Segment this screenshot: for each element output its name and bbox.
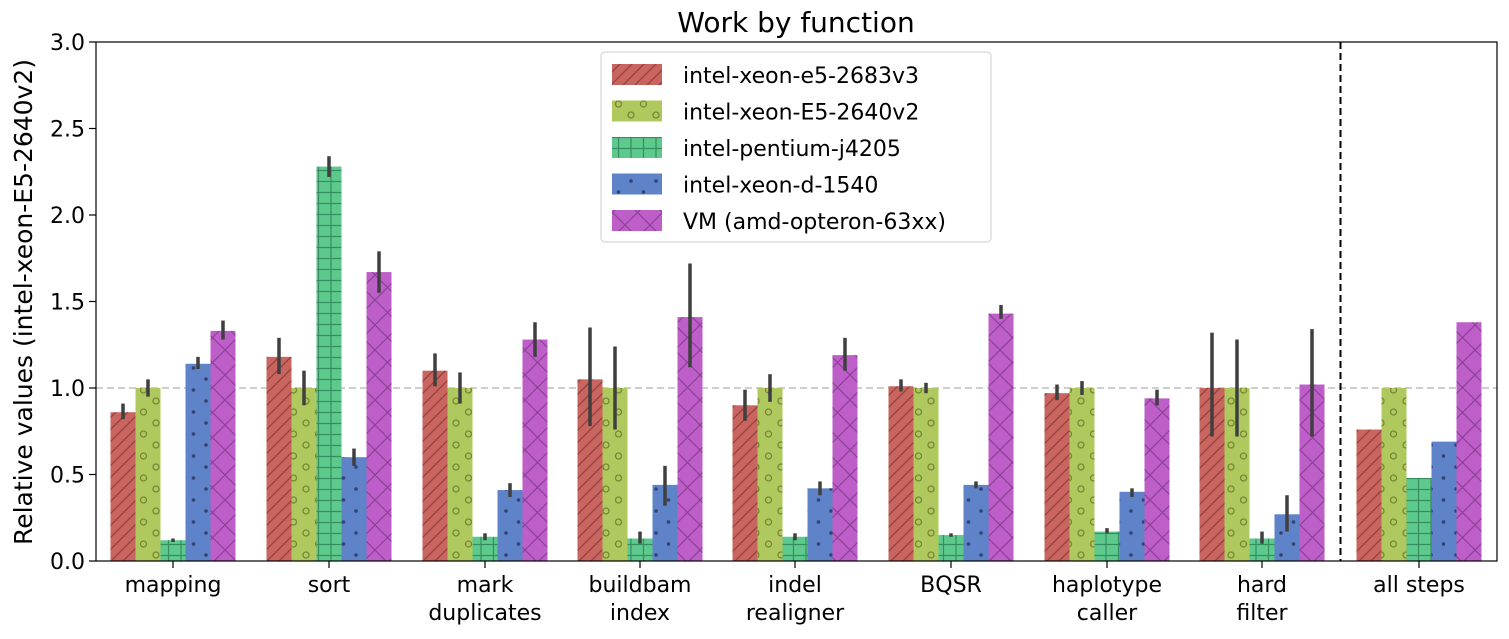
bar-hatch — [757, 388, 783, 561]
legend-swatch-hatch — [612, 210, 662, 231]
bar-hatch — [522, 339, 548, 561]
legend-swatch-hatch — [612, 173, 662, 195]
x-tick-label: BQSR — [920, 573, 982, 598]
legend-label: VM (amd-opteron-63xx) — [683, 210, 946, 235]
bar-hatch — [1069, 388, 1095, 561]
x-tick-label: hard filter — [1236, 573, 1288, 626]
bar-hatch — [988, 313, 1014, 561]
x-tick-label: all steps — [1373, 573, 1465, 598]
bar-hatch — [210, 330, 236, 561]
bar-hatch — [913, 388, 939, 561]
x-tick-label: mapping — [125, 573, 222, 598]
x-tick-label: indel realigner — [746, 573, 845, 626]
bar-hatch — [732, 405, 758, 561]
bar-hatch — [1456, 322, 1482, 561]
bar-hatch — [807, 488, 833, 561]
bar-hatch — [1431, 441, 1457, 561]
bar-hatch — [472, 536, 498, 561]
y-tick-label: 0.5 — [50, 464, 85, 489]
plot-area: 0.0 0.5 1.0 1.5 2.0 2.5 3.0 mapping sort mark dupl… — [50, 31, 1498, 626]
bar-hatch — [938, 535, 964, 561]
y-tick-label: 2.0 — [50, 204, 85, 229]
y-axis-title: Relative values (intel-xeon-E5-2640v2) — [9, 59, 38, 545]
legend-swatch-hatch — [612, 137, 662, 158]
bar-hatch — [1044, 393, 1070, 561]
legend-box — [600, 51, 992, 243]
y-tick-label: 3.0 — [50, 31, 85, 56]
legend-swatch-hatch — [612, 64, 662, 85]
bar-hatch — [1381, 388, 1407, 561]
legend-label: intel-xeon-e5-2683v3 — [683, 64, 919, 89]
bar-hatch — [447, 388, 473, 561]
bar-hatch — [782, 536, 808, 561]
bar-hatch — [888, 386, 914, 561]
bar-hatch — [832, 355, 858, 561]
bar-hatch — [135, 388, 161, 561]
bar-hatch — [1094, 531, 1120, 561]
bar-hatch — [341, 457, 367, 561]
chart-title: Work by function — [677, 6, 914, 39]
bar-hatch — [110, 412, 136, 561]
y-tick-label: 2.5 — [50, 118, 85, 143]
bar-hatch — [422, 370, 448, 561]
legend-swatch-hatch — [612, 100, 662, 122]
bar-hatch — [1119, 491, 1145, 561]
bar-hatch — [1406, 477, 1432, 561]
x-tick-label: sort — [308, 573, 351, 598]
bar-hatch — [497, 490, 523, 561]
legend-label: intel-xeon-E5-2640v2 — [683, 101, 919, 126]
bar-hatch — [1249, 538, 1275, 561]
y-tick-label: 1.0 — [50, 377, 85, 402]
legend-label: intel-xeon-d-1540 — [683, 174, 878, 199]
bar-hatch — [963, 484, 989, 561]
y-tick-label: 1.5 — [50, 291, 85, 316]
x-tick-label: haplotype caller — [1052, 573, 1162, 626]
legend: intel-xeon-e5-2683v3 intel-xeon-E5-2640v2… — [600, 51, 992, 243]
legend-label: intel-pentium-j4205 — [683, 137, 901, 162]
bar-hatch — [291, 388, 317, 561]
x-tick-label: mark duplicates — [428, 573, 541, 626]
bar-hatch — [627, 538, 653, 561]
x-tick-label: buildbam index — [589, 573, 692, 626]
bar-hatch — [160, 540, 186, 561]
y-tick-label: 0.0 — [50, 550, 85, 575]
bar-hatch — [266, 356, 292, 561]
bar-hatch — [1356, 429, 1382, 561]
bar-hatch — [316, 166, 342, 561]
bar-hatch — [1144, 398, 1170, 561]
bar-hatch — [185, 363, 211, 561]
bar-hatch — [366, 272, 392, 561]
